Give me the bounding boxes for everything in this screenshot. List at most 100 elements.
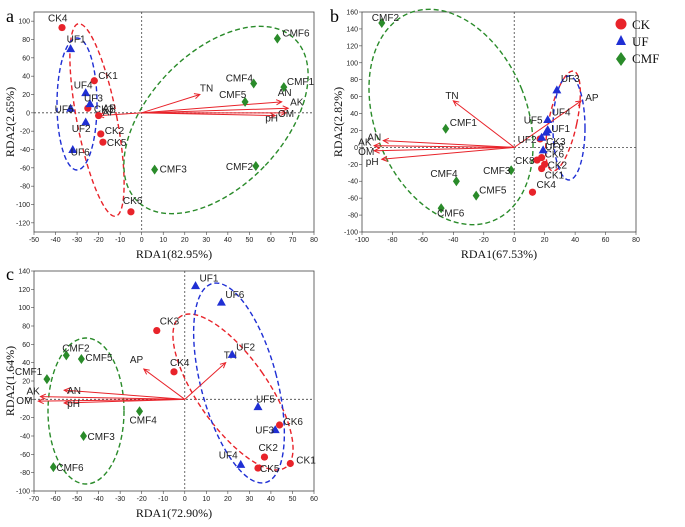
panel-a-vector-ak: [141, 107, 289, 114]
panel-c-vector-label: AN: [67, 386, 81, 397]
panel-b-vector-label: OM: [358, 147, 374, 158]
panel-a-y-tick-label: -80: [20, 184, 30, 191]
panel-b-point-label: UF4: [552, 107, 571, 118]
panel-b-point-label: UF2: [518, 135, 537, 146]
panel-a-point-cmf6: [273, 33, 281, 44]
panel-a-point-uf2: [81, 117, 91, 126]
panel-b-ellipse-uf: [552, 75, 586, 181]
panel-b-point-label: CK4: [536, 180, 556, 191]
panel-a-point-uf4: [81, 88, 91, 97]
panel-c-y-tick-label: 20: [22, 379, 30, 386]
panel-c-point-ck1: [286, 459, 294, 468]
panel-a-point-label: AP: [103, 104, 117, 115]
panel-c-point-uf3: [270, 425, 280, 434]
panel-a-point-cmf2: [252, 161, 260, 171]
panel-a-vector-ph: [141, 112, 276, 117]
panel-c-ellipse-uf: [192, 282, 286, 484]
panel-c-point-ck6: [275, 421, 284, 429]
panel-b-y-tick-label: -20: [348, 162, 358, 169]
panel-c-y-tick-label: -40: [20, 434, 30, 441]
panel-a-vector-label: TN: [200, 84, 213, 95]
panel-c-y-tick-label: 80: [22, 324, 30, 331]
panel-b-point-label: UF6: [545, 142, 564, 153]
panel-a-x-axis-label: RDA1(82.95%): [136, 247, 212, 261]
panel-c-point-uf4: [236, 459, 246, 468]
panel-a-point-uf1: [66, 44, 76, 53]
panel-c-point-label: CK3: [160, 317, 180, 328]
panel-b-vector-label: AK: [358, 138, 372, 149]
panel-b-y-axis-label: RDA2(2.82%): [331, 87, 345, 157]
panel-b-y-tick-label: 160: [346, 10, 358, 17]
panel-b-x-tick-label: 60: [602, 237, 610, 244]
panel-c-vector-label: AK: [26, 387, 40, 398]
panel-c-point-label: CMF1: [15, 367, 43, 378]
panel-c-y-tick-label: 100: [18, 305, 30, 312]
panel-c-point-ck4: [170, 368, 178, 376]
panel-a-point-ck4: [58, 23, 66, 32]
panel-c-x-tick-label: -40: [94, 496, 104, 503]
panel-b-y-tick-label: 0: [354, 145, 358, 152]
panel-b-y-tick-label: -40: [348, 179, 358, 186]
panel-a-point-label: CMF1: [287, 77, 315, 88]
panel-a-point-label: CK2: [105, 126, 125, 137]
panel-a-point-cmf3: [151, 164, 159, 175]
panel-c-point-label: UF6: [225, 290, 244, 301]
panel-b-y-tick-label: 100: [346, 60, 358, 67]
panel-c-y-tick-label: -80: [20, 470, 30, 477]
panel-c-vector-arrowhead: [63, 399, 70, 406]
panel-c-x-tick-label: 20: [224, 496, 232, 503]
panel-c-ellipse-cmf: [47, 337, 125, 485]
panel-c-ellipse-ck: [172, 313, 294, 471]
panel-b-point-uf1: [541, 127, 551, 136]
panel-a-x-tick-label: -40: [50, 237, 60, 244]
panel-b-point-label: CK3: [546, 137, 566, 148]
panel-b-point-label: CMF1: [450, 118, 478, 129]
panel-c-point-label: UF5: [256, 395, 275, 406]
panel-a-point-ck2: [97, 130, 105, 138]
panel-b-point-label: CK6: [545, 150, 565, 161]
panel-c-x-tick-label: 10: [202, 496, 210, 503]
panel-b-vector-tn: [453, 100, 515, 148]
panel-c-point-cmf1: [43, 374, 51, 385]
panel-c-point-cmf3: [80, 431, 88, 441]
panel-c-point-cmf2: [62, 350, 70, 361]
panel-c-vector-ap: [143, 368, 186, 400]
panel-a-point-ck1: [90, 77, 98, 85]
panel-b-point-cmf1: [442, 123, 450, 134]
panel-c-x-tick-label: -60: [50, 496, 60, 503]
panel-a-point-label: CK3: [94, 104, 114, 115]
panel-b-frame: [361, 11, 637, 233]
panel-b-point-label: CK2: [548, 160, 568, 171]
panel-a-point-cmf1: [280, 82, 288, 93]
panel-c-x-axis-label: RDA1(72.90%): [136, 506, 212, 520]
panel-a-point-label: CMF6: [282, 29, 310, 40]
panel-a-x-tick-label: 30: [202, 237, 210, 244]
panel-a-vector-label: AN: [278, 88, 292, 99]
panel-c-y-tick-label: 0: [26, 397, 30, 404]
panel-c-y-tick-label: -20: [20, 415, 30, 422]
panel-c-point-label: CMF2: [62, 343, 90, 354]
panel-a-point-label: CMF3: [160, 165, 188, 176]
panel-c-y-axis-label: RDA2(1.64%): [3, 346, 17, 416]
panel-b-point-label: CK1: [545, 171, 565, 182]
panel-a-vector-label: OM: [278, 109, 294, 120]
panel-c-point-ck5: [254, 464, 262, 472]
panel-b-vector-ap: [513, 100, 582, 148]
panel-a-point-label: CK1: [98, 71, 118, 82]
panel-a-x-tick-label: 20: [181, 237, 189, 244]
panel-c-x-tick-label: 0: [183, 496, 187, 503]
panel-b-x-tick-label: 20: [541, 237, 549, 244]
panel-b-point-ck4: [528, 188, 537, 196]
panel-a-point-label: CMF2: [226, 162, 254, 173]
panel-a-point-label: CMF5: [219, 90, 247, 101]
panel-c-point-label: CK1: [296, 456, 316, 467]
panel-a-point-ck6: [127, 208, 135, 216]
panel-b-x-tick-label: 0: [512, 237, 516, 244]
panel-b-x-tick-label: -100: [355, 237, 369, 244]
legend: CK UF CMF: [615, 17, 659, 66]
panel-c-point-label: CK4: [170, 358, 190, 369]
panel-c-y-tick-label: -60: [20, 452, 30, 459]
panel-b-vector-arrowhead: [452, 100, 460, 107]
panel-b-vector-ak: [374, 145, 515, 148]
